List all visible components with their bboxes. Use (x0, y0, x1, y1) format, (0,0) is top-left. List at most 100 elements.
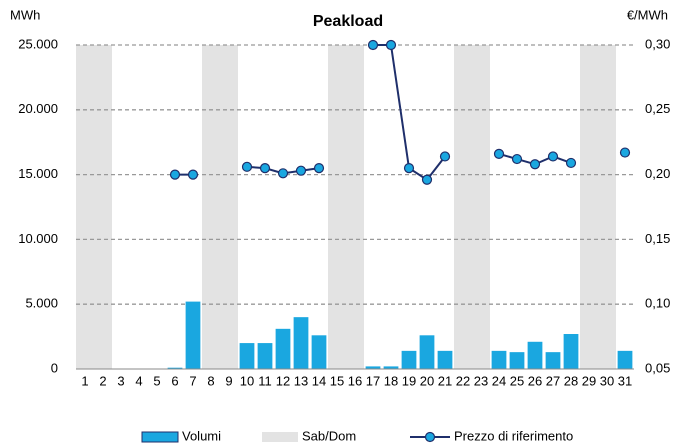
bar (220, 45, 238, 369)
bar (401, 350, 417, 369)
legend-swatch (262, 432, 298, 442)
bar (580, 45, 598, 369)
bar (202, 45, 220, 369)
y2-tick-label: 0,20 (645, 166, 670, 181)
line-marker (295, 165, 307, 176)
x-tick-label: 29 (582, 373, 596, 388)
x-tick-label: 9 (225, 373, 232, 388)
bar (185, 301, 201, 369)
x-tick-label: 12 (276, 373, 290, 388)
line-marker (241, 161, 253, 172)
x-tick-label: 15 (330, 373, 344, 388)
x-tick-label: 19 (402, 373, 416, 388)
line (373, 44, 446, 182)
x-tick-label: 10 (240, 373, 254, 388)
bar (509, 352, 525, 369)
x-tick-label: 8 (207, 373, 214, 388)
x-tick-label: 26 (528, 373, 542, 388)
y2-tick-label: 0,05 (645, 360, 670, 375)
line-marker (547, 151, 559, 162)
line-marker (385, 39, 397, 51)
bar (275, 328, 291, 369)
x-tick-label: 1 (81, 373, 88, 388)
y-tick-label: 0 (51, 360, 58, 375)
bar (311, 335, 327, 369)
bar (346, 45, 364, 369)
line-marker (565, 157, 577, 169)
x-tick-label: 20 (420, 373, 434, 388)
y-tick-label: 15.000 (18, 166, 58, 181)
line-marker (367, 39, 379, 51)
line-marker (187, 169, 199, 180)
bar (383, 366, 399, 369)
bar (437, 350, 453, 369)
x-tick-label: 5 (153, 373, 160, 388)
line-marker (619, 147, 631, 158)
x-tick-label: 11 (258, 373, 272, 388)
x-tick-label: 13 (294, 373, 308, 388)
bar (239, 343, 255, 369)
bar (365, 366, 381, 369)
line-marker (439, 151, 451, 162)
x-tick-label: 23 (474, 373, 488, 388)
x-tick-label: 7 (189, 373, 196, 388)
x-tick-label: 6 (171, 373, 178, 388)
x-tick-label: 3 (117, 373, 124, 388)
bar (257, 343, 273, 369)
y2-tick-label: 0,10 (645, 296, 670, 311)
bar (545, 352, 561, 369)
x-tick-label: 24 (492, 373, 506, 388)
x-tick-label: 25 (510, 373, 524, 388)
bar (328, 45, 346, 369)
x-tick-label: 31 (618, 373, 632, 388)
line-marker (493, 148, 505, 159)
bar (563, 334, 579, 369)
bar (293, 317, 309, 369)
legend-marker (424, 431, 436, 443)
y2-tick-label: 0,15 (645, 231, 670, 246)
x-tick-label: 18 (384, 373, 398, 388)
line-marker (169, 169, 181, 180)
bar (419, 335, 435, 369)
y2-tick-label: 0,30 (645, 36, 670, 51)
legend-label: Sab/Dom (302, 428, 356, 443)
line-marker (259, 163, 271, 174)
y-tick-label: 20.000 (18, 101, 58, 116)
bar (94, 45, 112, 369)
line-marker (529, 159, 541, 170)
y-tick-label: 25.000 (18, 36, 58, 51)
line-marker (313, 163, 325, 174)
legend-label: Volumi (182, 428, 221, 443)
x-tick-label: 30 (600, 373, 614, 388)
y2-axis-title: €/MWh (627, 7, 668, 22)
line-marker (421, 174, 433, 185)
y-tick-label: 10.000 (18, 231, 58, 246)
x-tick-label: 27 (546, 373, 560, 388)
x-tick-label: 14 (312, 373, 326, 388)
line-marker (403, 163, 415, 174)
chart-title: Peakload (313, 13, 383, 30)
bar (454, 45, 472, 369)
legend-label: Prezzo di riferimento (454, 428, 573, 443)
x-tick-label: 16 (348, 373, 362, 388)
bar (598, 45, 616, 369)
x-tick-label: 22 (456, 373, 470, 388)
legend-swatch (141, 431, 179, 443)
line-marker (511, 153, 523, 165)
y-axis-title: MWh (10, 7, 40, 22)
x-tick-label: 2 (99, 373, 106, 388)
bar (76, 45, 94, 369)
y-tick-label: 5.000 (25, 296, 58, 311)
bar (617, 350, 633, 369)
bar (491, 350, 507, 369)
x-tick-label: 17 (366, 373, 380, 388)
x-tick-label: 21 (438, 373, 452, 388)
x-tick-label: 4 (135, 373, 142, 388)
y2-tick-label: 0,25 (645, 101, 670, 116)
bar (472, 45, 490, 369)
bar (167, 367, 183, 369)
line-marker (277, 168, 289, 179)
x-tick-label: 28 (564, 373, 578, 388)
bar (527, 341, 543, 369)
